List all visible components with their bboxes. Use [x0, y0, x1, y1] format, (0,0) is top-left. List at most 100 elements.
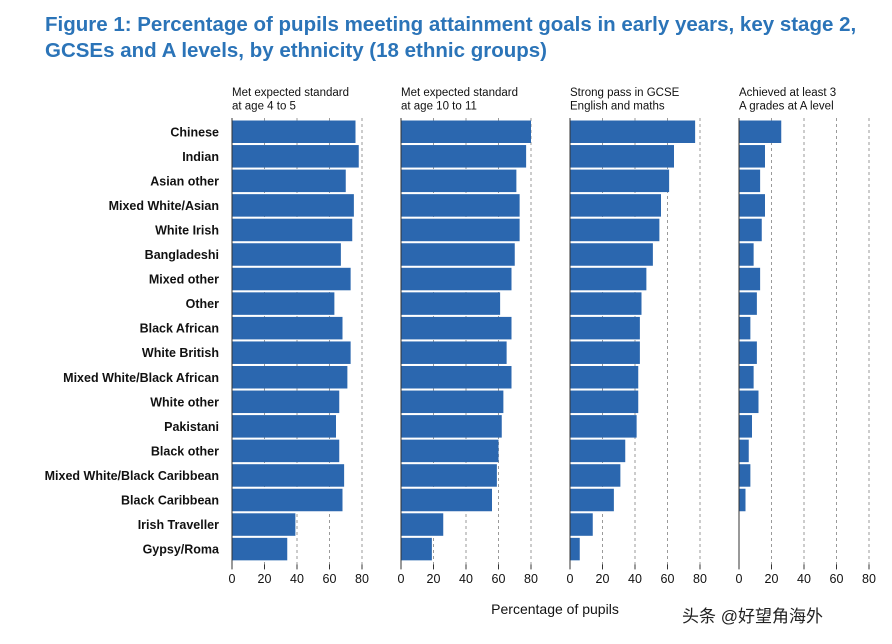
panel-4-bar-12 — [739, 390, 759, 414]
panel-4-bar-11 — [739, 366, 754, 389]
panel-2-tick-label-80: 80 — [524, 572, 538, 586]
chart-title: Figure 1: Percentage of pupils meeting a… — [45, 13, 857, 62]
watermark-text: 头条 @好望角海外 — [682, 607, 823, 626]
panel-3-bar-7 — [570, 267, 647, 291]
category-label-9: Black African — [140, 322, 219, 336]
panel-4-bar-10 — [739, 341, 757, 364]
panel-4-bar-9 — [739, 316, 751, 340]
panel-1-bar-12 — [232, 390, 340, 414]
panel-2-tick-label-20: 20 — [427, 572, 441, 586]
panel-2-bar-11 — [401, 366, 512, 389]
panel-2-bar-2 — [401, 145, 527, 168]
panel-4-bar-6 — [739, 243, 754, 266]
panel-4-bar-15 — [739, 464, 751, 487]
panel-1-bar-15 — [232, 464, 345, 487]
panel-1-bar-4 — [232, 194, 354, 217]
panel-4-bar-14 — [739, 439, 749, 463]
category-label-8: Other — [186, 297, 219, 311]
panel-1-bar-1 — [232, 120, 356, 143]
panel-2-bar-13 — [401, 415, 502, 438]
panel-1-tick-label-20: 20 — [258, 572, 272, 586]
panel-4-bar-5 — [739, 218, 762, 242]
category-label-15: Mixed White/Black Caribbean — [45, 469, 219, 483]
panel-4-tick-label-80: 80 — [862, 572, 876, 586]
panel-1-bar-2 — [232, 145, 359, 168]
category-label-11: Mixed White/Black African — [63, 371, 219, 385]
category-label-18: Gypsy/Roma — [143, 543, 220, 557]
panel-1-bar-11 — [232, 366, 348, 389]
panel-1-tick-label-40: 40 — [290, 572, 304, 586]
panel-3-bar-9 — [570, 316, 640, 340]
panel-4-bar-2 — [739, 145, 765, 168]
panel-2-tick-label-0: 0 — [398, 572, 405, 586]
panel-3-bar-13 — [570, 415, 637, 438]
panel-2-tick-label-40: 40 — [459, 572, 473, 586]
panel-1-bar-6 — [232, 243, 341, 266]
panel-2-bar-4 — [401, 194, 520, 217]
panel-2-title-line-2: at age 10 to 11 — [401, 101, 477, 113]
panel-4-title-line-2: A grades at A level — [739, 101, 834, 113]
category-label-17: Irish Traveller — [138, 518, 219, 532]
panel-4-tick-label-20: 20 — [765, 572, 779, 586]
category-label-16: Black Caribbean — [121, 494, 219, 508]
panel-1-bar-17 — [232, 513, 296, 536]
panel-1-title-line-2: at age 4 to 5 — [232, 101, 296, 113]
category-label-12: White other — [150, 395, 219, 409]
panel-4-bar-1 — [739, 120, 782, 143]
panel-4-title-line-1: Achieved at least 3 — [739, 87, 836, 99]
panel-4-bar-13 — [739, 415, 752, 438]
panel-4-tick-label-60: 60 — [830, 572, 844, 586]
panel-4-tick-label-40: 40 — [797, 572, 811, 586]
panel-2-bar-14 — [401, 439, 499, 463]
panel-1-title-line-1: Met expected standard — [232, 87, 349, 99]
panel-2-bar-9 — [401, 316, 512, 340]
panel-2-bar-18 — [401, 537, 432, 561]
category-label-7: Mixed other — [149, 273, 219, 287]
panel-1-bar-14 — [232, 439, 340, 463]
panel-4-tick-label-0: 0 — [736, 572, 743, 586]
panel-3-bar-16 — [570, 488, 614, 512]
panel-3-bar-14 — [570, 439, 626, 463]
category-label-5: White Irish — [155, 223, 219, 237]
category-label-10: White British — [142, 346, 219, 360]
panel-1-bar-5 — [232, 218, 353, 242]
panel-2-bar-8 — [401, 292, 501, 315]
x-axis-title: Percentage of pupils — [491, 601, 619, 617]
panel-1-bar-16 — [232, 488, 343, 512]
panel-2-bar-17 — [401, 513, 444, 536]
category-label-4: Mixed White/Asian — [109, 199, 219, 213]
panel-2-bar-3 — [401, 169, 517, 193]
panel-3-bar-18 — [570, 537, 580, 561]
panel-1-bar-8 — [232, 292, 335, 315]
panel-2-bar-12 — [401, 390, 504, 414]
panel-1-bar-7 — [232, 267, 351, 291]
category-label-6: Bangladeshi — [145, 248, 219, 262]
panel-2-bar-6 — [401, 243, 515, 266]
panel-1-tick-label-60: 60 — [323, 572, 337, 586]
panel-4-bar-8 — [739, 292, 757, 315]
panel-3-bar-5 — [570, 218, 660, 242]
panel-2-bar-7 — [401, 267, 512, 291]
panel-1-bar-18 — [232, 537, 288, 561]
panel-3-bar-3 — [570, 169, 670, 193]
panel-3-bar-15 — [570, 464, 621, 487]
panel-1-tick-label-0: 0 — [229, 572, 236, 586]
panel-3-tick-label-0: 0 — [567, 572, 574, 586]
panel-4-bar-16 — [739, 488, 746, 512]
panel-3-tick-label-20: 20 — [596, 572, 610, 586]
panel-2-bar-16 — [401, 488, 492, 512]
panel-1-tick-label-80: 80 — [355, 572, 369, 586]
panel-3-title-line-1: Strong pass in GCSE — [570, 87, 680, 99]
category-label-3: Asian other — [150, 174, 219, 188]
panel-1-bar-9 — [232, 316, 343, 340]
panel-3-bar-17 — [570, 513, 593, 536]
category-label-14: Black other — [151, 444, 219, 458]
panel-4-bar-4 — [739, 194, 765, 217]
category-label-2: Indian — [182, 150, 219, 164]
panel-2-bar-5 — [401, 218, 520, 242]
panel-3-title-line-2: English and maths — [570, 101, 665, 113]
panel-3-bar-6 — [570, 243, 653, 266]
panel-3-tick-label-60: 60 — [661, 572, 675, 586]
panel-3-bar-1 — [570, 120, 696, 143]
panel-3-tick-label-80: 80 — [693, 572, 707, 586]
